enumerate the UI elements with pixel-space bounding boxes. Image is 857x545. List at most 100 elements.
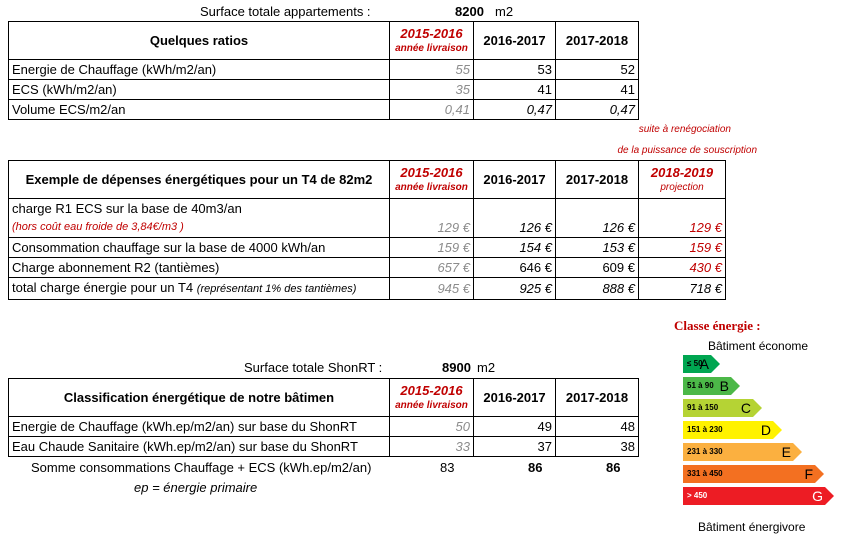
cell-value: 945 € <box>389 277 474 300</box>
classification-col1-sub: année livraison <box>395 399 468 411</box>
table-row: Energie de Chauffage (kWh/m2/an) 55 53 5… <box>8 59 639 80</box>
energy-band-arrow <box>825 487 834 505</box>
row-label: Eau Chaude Sanitaire (kWh.ep/m2/an) sur … <box>8 436 390 457</box>
ratios-title: Quelques ratios <box>8 21 390 60</box>
energy-band-a: ≤ 50 A <box>683 355 720 373</box>
depenses-col1-header: 2015-2016 année livraison <box>389 160 474 199</box>
energy-band-arrow <box>793 443 802 461</box>
cell-value: 38 <box>555 436 639 457</box>
energy-band-d: 151 à 230 D <box>683 421 782 439</box>
depenses-title: Exemple de dépenses énergétiques pour un… <box>8 160 390 199</box>
renegotiation-note-line1: suite à renégociation <box>638 124 731 135</box>
sum-value-2: 86 <box>528 460 543 475</box>
cell-value: 49 <box>473 416 556 437</box>
ratios-col1-year: 2015-2016 <box>400 25 463 41</box>
energy-band-b: 51 à 90 B <box>683 377 740 395</box>
energy-band-letter: A <box>699 356 709 372</box>
energy-band-arrow <box>773 421 782 439</box>
energy-class-bottom-label: Bâtiment énergivore <box>698 520 806 534</box>
cell-value: 50 <box>389 416 474 437</box>
cell-value: 888 € <box>555 277 639 300</box>
classification-table: Classification énergétique de notre bâti… <box>8 378 639 457</box>
ratios-table: Quelques ratios 2015-2016 année livraiso… <box>8 21 639 120</box>
cell-value: 657 € <box>389 257 474 278</box>
cell-value: 430 € <box>638 257 726 278</box>
energy-band-letter: B <box>719 378 729 394</box>
row-label: Charge abonnement R2 (tantièmes) <box>8 257 390 278</box>
surface-shonrt-unit: m2 <box>477 360 496 375</box>
cell-value: 129 € <box>389 198 474 238</box>
table-row: Eau Chaude Sanitaire (kWh.ep/m2/an) sur … <box>8 436 639 457</box>
depenses-col4-header: 2018-2019 projection <box>638 160 726 199</box>
cell-value: 159 € <box>638 237 726 258</box>
energy-band-range: 51 à 90 <box>687 381 714 390</box>
energy-band-letter: C <box>740 400 751 416</box>
energy-class-top-label: Bâtiment économe <box>708 339 809 353</box>
surface-shonrt-label: Surface totale ShonRT : <box>244 360 382 375</box>
energy-band-letter: G <box>812 488 823 504</box>
ratios-col2-header: 2016-2017 <box>473 21 556 60</box>
row-label: Energie de Chauffage (kWh.ep/m2/an) sur … <box>8 416 390 437</box>
table-row: charge R1 ECS sur la base de 40m3/an (ho… <box>8 198 726 238</box>
table-row: Charge abonnement R2 (tantièmes) 657 € 6… <box>8 257 726 278</box>
depenses-header-row: Exemple de dépenses énergétiques pour un… <box>8 160 726 199</box>
energy-band-arrow <box>815 465 824 483</box>
cell-value: 53 <box>473 59 556 80</box>
depenses-col3-header: 2017-2018 <box>555 160 639 199</box>
energy-band-range: > 450 <box>687 491 708 500</box>
energy-band-e: 231 à 330 E <box>683 443 802 461</box>
energy-band-letter: E <box>781 444 791 460</box>
depenses-col1-sub: année livraison <box>395 181 468 193</box>
cell-value: 718 € <box>638 277 726 300</box>
cell-value: 646 € <box>473 257 556 278</box>
cell-value: 609 € <box>555 257 639 278</box>
cell-value: 55 <box>389 59 474 80</box>
table-row: Consommation chauffage sur la base de 40… <box>8 237 726 258</box>
classification-title: Classification énergétique de notre bâti… <box>8 378 390 417</box>
depenses-col4-sub: projection <box>660 181 704 193</box>
cell-value: 0,47 <box>555 99 639 120</box>
energy-band-f: 331 à 450 F <box>683 465 824 483</box>
row-label-note: (hors coût eau froide de 3,84€/m3 ) <box>12 221 184 233</box>
depenses-col2-header: 2016-2017 <box>473 160 556 199</box>
ratios-header-row: Quelques ratios 2015-2016 année livraiso… <box>8 21 639 60</box>
classification-col1-header: 2015-2016 année livraison <box>389 378 474 417</box>
cell-value: 0,47 <box>473 99 556 120</box>
cell-value: 48 <box>555 416 639 437</box>
energy-band-c: 91 à 150 C <box>683 399 762 417</box>
classification-col1-year: 2015-2016 <box>400 382 463 398</box>
ratios-col1-sub: année livraison <box>395 42 468 54</box>
table-row: total charge énergie pour un T4 (représe… <box>8 277 726 300</box>
cell-value: 159 € <box>389 237 474 258</box>
classification-col3-header: 2017-2018 <box>555 378 639 417</box>
energy-band-range: 231 à 330 <box>687 447 723 456</box>
cell-value: 37 <box>473 436 556 457</box>
depenses-col1-year: 2015-2016 <box>400 164 463 180</box>
row-label: Energie de Chauffage (kWh/m2/an) <box>8 59 390 80</box>
row-label-note: (représentant 1% des tantièmes) <box>196 283 357 295</box>
row-label: ECS (kWh/m2/an) <box>8 79 390 100</box>
row-label-main: total charge énergie pour un T4 <box>12 280 194 295</box>
cell-value: 154 € <box>473 237 556 258</box>
cell-value: 0,41 <box>389 99 474 120</box>
depenses-table: Exemple de dépenses énergétiques pour un… <box>8 160 726 300</box>
energy-band-range: 331 à 450 <box>687 469 723 478</box>
ratios-col1-header: 2015-2016 année livraison <box>389 21 474 60</box>
cell-value: 153 € <box>555 237 639 258</box>
energy-band-arrow <box>711 355 720 373</box>
energy-band-range: ≤ 50 <box>687 359 703 368</box>
energy-band-range: 91 à 150 <box>687 403 719 412</box>
row-label-main: charge R1 ECS sur la base de 40m3/an <box>12 201 242 216</box>
surface-shonrt-value: 8900 <box>442 360 471 375</box>
cell-value: 126 € <box>473 198 556 238</box>
energy-band-g: > 450 G <box>683 487 834 505</box>
surface-shonrt-label-text: Surface totale ShonRT : <box>244 360 383 375</box>
cell-value: 41 <box>555 79 639 100</box>
row-label: charge R1 ECS sur la base de 40m3/an (ho… <box>8 198 390 238</box>
classification-col2-header: 2016-2017 <box>473 378 556 417</box>
cell-value: 35 <box>389 79 474 100</box>
energy-band-arrow <box>753 399 762 417</box>
row-label: Consommation chauffage sur la base de 40… <box>8 237 390 258</box>
energy-band-arrow <box>731 377 740 395</box>
row-label: Volume ECS/m2/an <box>8 99 390 120</box>
